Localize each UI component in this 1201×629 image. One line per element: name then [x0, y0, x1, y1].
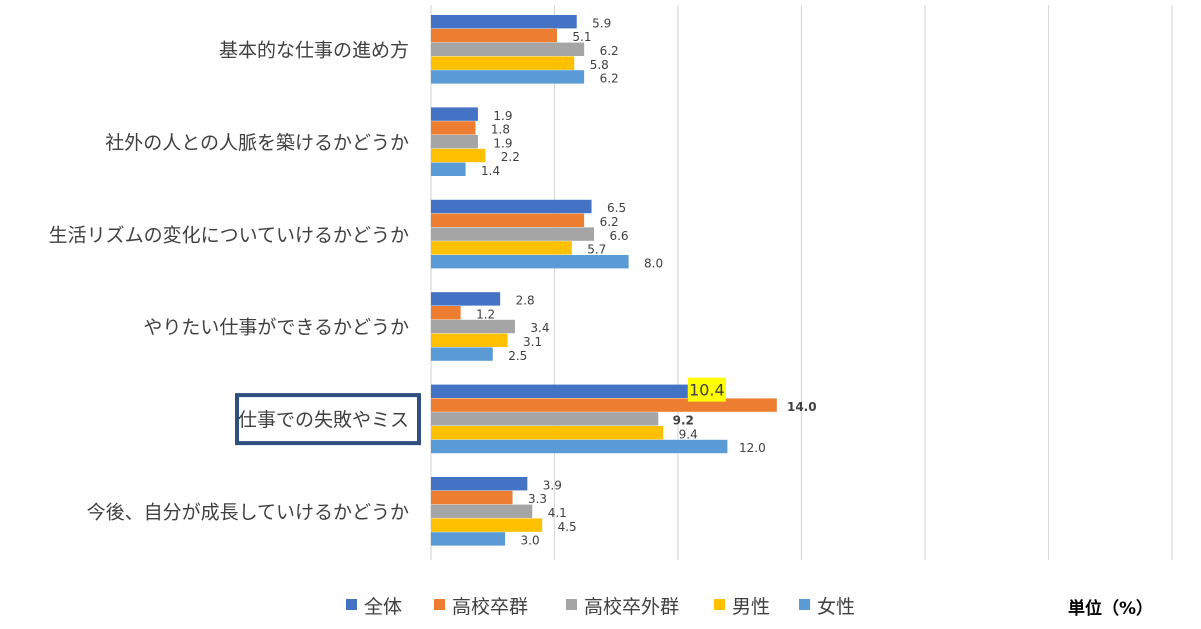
bar	[431, 227, 595, 241]
value-label: 1.4	[481, 164, 500, 178]
bar	[431, 347, 493, 361]
bar	[431, 333, 508, 347]
value-label: 6.6	[609, 229, 628, 243]
value-label: 2.5	[508, 349, 527, 363]
category-label: やりたい仕事ができるかどうか	[143, 317, 409, 339]
bars	[431, 15, 777, 546]
bar	[431, 426, 664, 440]
bar	[431, 121, 476, 135]
value-highlight	[687, 377, 726, 402]
gridlines	[430, 5, 1173, 560]
value-label: 9.2	[673, 414, 694, 428]
value-label: 1.8	[491, 123, 510, 137]
value-label: 4.1	[548, 506, 567, 520]
legend-label: 女性	[817, 596, 855, 618]
value-label: 6.5	[607, 201, 626, 215]
value-label: 12.0	[739, 441, 766, 455]
bar	[431, 199, 592, 214]
value-label: 1.9	[493, 136, 512, 150]
value-label: 8.0	[644, 256, 663, 270]
value-label: 3.3	[528, 492, 547, 506]
bar	[431, 319, 515, 334]
bar	[431, 135, 478, 149]
highlight-frame	[235, 393, 421, 446]
bar	[431, 28, 557, 43]
legend-swatch	[799, 599, 810, 610]
legend-label: 全体	[364, 596, 402, 618]
legend-swatch	[566, 599, 577, 610]
value-label: 3.0	[521, 534, 540, 548]
value-label: 6.2	[600, 215, 619, 229]
value-labels: 5.95.16.25.86.21.91.81.92.21.46.56.26.65…	[476, 16, 817, 547]
bar	[431, 70, 585, 84]
value-label: 5.8	[590, 58, 609, 72]
bar	[431, 107, 478, 121]
legend-swatch	[434, 599, 445, 610]
value-label: 3.4	[530, 321, 549, 335]
bar	[431, 504, 533, 518]
category-label: 生活リズムの変化についていけるかどうか	[49, 224, 409, 246]
value-label: 5.9	[592, 16, 611, 30]
bar	[431, 490, 513, 505]
category-labels: 基本的な仕事の進め方社外の人との人脈を築けるかどうか生活リズムの変化についていけ…	[49, 40, 409, 524]
value-label: 5.7	[587, 243, 606, 257]
value-label: 3.1	[523, 335, 542, 349]
value-label: 2.8	[516, 294, 535, 308]
bar	[431, 412, 659, 426]
value-label: 2.2	[501, 150, 520, 164]
value-label: 6.2	[600, 44, 619, 58]
bar	[431, 518, 543, 532]
value-label: 5.1	[572, 30, 591, 44]
category-label: 今後、自分が成長していけるかどうか	[87, 502, 409, 524]
legend-swatch	[346, 599, 357, 610]
bar	[431, 532, 506, 546]
category-label: 社外の人との人脈を築けるかどうか	[105, 132, 409, 154]
bar	[431, 56, 575, 70]
bar	[431, 213, 585, 227]
bar	[431, 398, 777, 412]
value-label: 1.2	[476, 307, 495, 321]
value-label: 10.4	[689, 381, 725, 400]
bar	[431, 162, 466, 176]
value-label: 3.9	[543, 478, 562, 492]
legend: 全体 高校卒群 高校卒外群 男性 女性	[346, 596, 855, 618]
unit-label: 単位（%）	[1068, 598, 1153, 619]
bar	[431, 148, 486, 163]
legend-label: 高校卒外群	[584, 596, 679, 618]
value-label: 1.9	[493, 109, 512, 123]
value-label: 9.4	[679, 427, 698, 441]
legend-label: 男性	[732, 596, 770, 618]
legend-label: 高校卒群	[452, 596, 528, 618]
bar	[431, 42, 585, 56]
legend-swatch	[714, 599, 725, 610]
category-label: 基本的な仕事の進め方	[219, 40, 409, 62]
bar	[431, 255, 629, 269]
category-label: 仕事での失敗やミス	[238, 409, 409, 431]
value-label: 4.5	[558, 520, 577, 534]
bar	[431, 439, 728, 454]
bar	[431, 477, 528, 491]
bar	[431, 15, 577, 29]
bar	[431, 241, 572, 255]
bar	[431, 384, 688, 398]
bar	[431, 306, 461, 320]
category-highlight-box	[235, 393, 421, 446]
bar	[431, 292, 501, 306]
value-label: 6.2	[600, 72, 619, 86]
value-label: 14.0	[787, 400, 817, 414]
